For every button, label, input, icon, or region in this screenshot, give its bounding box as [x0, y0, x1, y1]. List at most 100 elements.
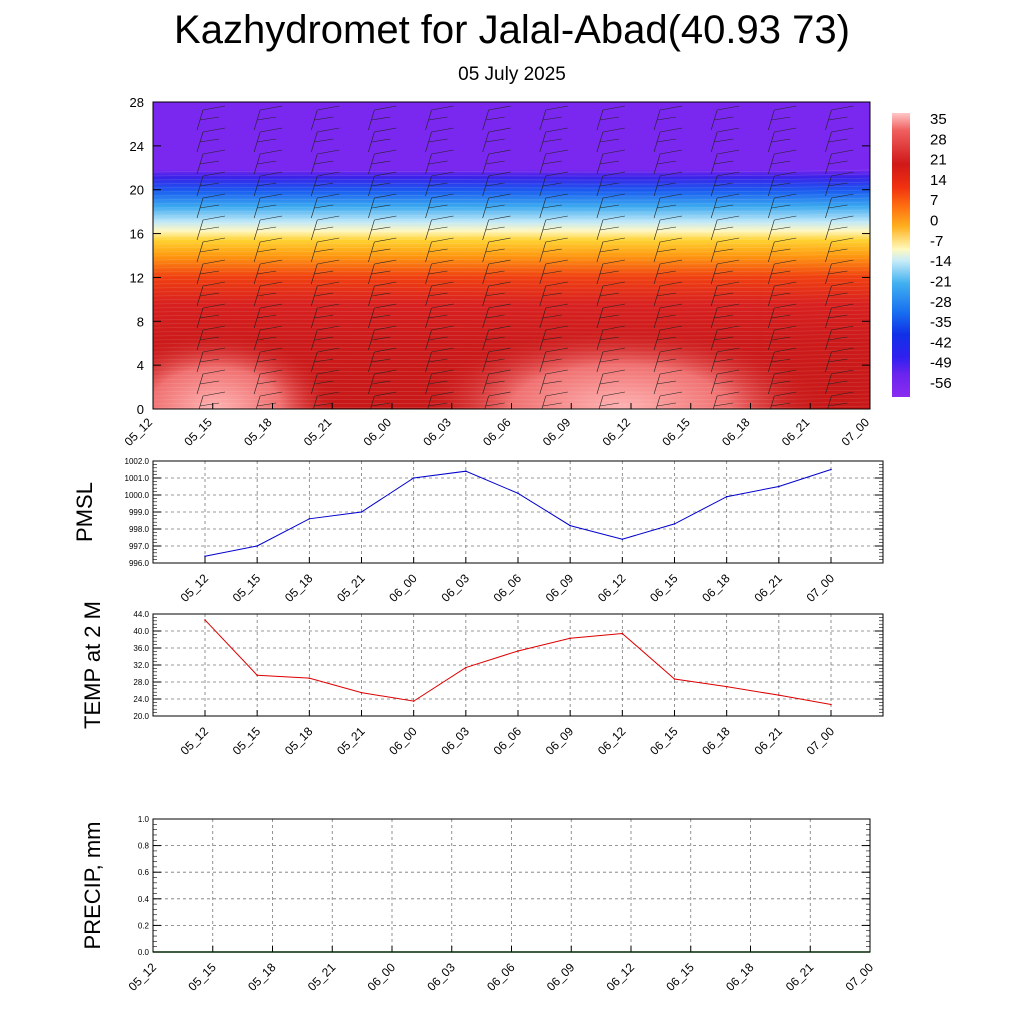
- wind-barb-flag: [828, 138, 848, 143]
- contour-line: [153, 361, 870, 365]
- wind-barb-flag: [831, 325, 854, 331]
- wind-barb-flag: [717, 391, 740, 397]
- wind-barb-flag: [371, 292, 391, 297]
- wind-barb-flag: [199, 336, 220, 341]
- x-tick-label: 06_03: [424, 960, 458, 994]
- wind-barb-flag: [599, 292, 619, 297]
- wind-barb-flag: [199, 380, 220, 385]
- wind-barb-flag: [542, 204, 562, 209]
- wind-barb-flag: [199, 160, 220, 165]
- wind-barb-flag: [599, 358, 619, 363]
- wind-barb-flag: [314, 138, 334, 143]
- contour-line: [153, 389, 870, 393]
- wind-barb-flag: [202, 149, 226, 155]
- x-tick-label: 06_09: [544, 960, 578, 994]
- wind-barb-flag: [260, 171, 283, 177]
- wind-barb-flag: [717, 171, 740, 177]
- data-point: [621, 632, 624, 635]
- wind-barb-flag: [428, 292, 448, 297]
- wind-barb-flag: [202, 215, 226, 221]
- wind-barb-flag: [656, 138, 677, 143]
- wind-barb-flag: [428, 138, 448, 143]
- wind-barb-flag: [257, 270, 277, 275]
- wind-barb-flag: [831, 347, 854, 353]
- panel-frame: [152, 460, 884, 564]
- wind-barb-flag: [199, 248, 220, 253]
- wind-barb-flag: [488, 237, 511, 243]
- y-tick-label: 0.8: [138, 842, 150, 851]
- wind-barb-flag: [428, 380, 448, 385]
- wind-barb-flag: [774, 369, 797, 375]
- wind-barb-flag: [831, 149, 854, 155]
- y-tick-label: 0.0: [138, 948, 150, 957]
- wind-barb-flag: [545, 369, 568, 375]
- x-tick-label: 06_21: [779, 415, 813, 449]
- wind-barb-flag: [717, 215, 740, 221]
- y-axis-label: PMSL: [72, 482, 97, 542]
- wind-barb-flag: [831, 237, 854, 243]
- wind-barb-flag: [831, 259, 854, 265]
- contour-line: [153, 405, 870, 409]
- contour-line: [153, 169, 870, 173]
- colorbar-label: -14: [930, 253, 952, 270]
- wind-barb-flag: [714, 226, 734, 231]
- contour-line: [153, 317, 870, 321]
- wind-barb-flag: [314, 116, 334, 121]
- wind-barb-flag: [428, 270, 448, 275]
- wind-barb-flag: [317, 215, 340, 221]
- data-point: [830, 468, 832, 471]
- wind-barb-flag: [488, 303, 511, 309]
- wind-barb-flag: [771, 336, 791, 341]
- wind-barb-flag: [831, 215, 854, 221]
- wind-barb-flag: [831, 369, 854, 375]
- wind-barb-flag: [717, 369, 740, 375]
- contour-line: [153, 217, 870, 221]
- contour-line: [153, 257, 870, 261]
- wind-barb-flag: [374, 391, 397, 397]
- wind-barb-flag: [431, 171, 454, 177]
- y-tick-label: 12: [130, 270, 144, 285]
- data-point: [308, 518, 311, 520]
- wind-barb-flag: [202, 193, 226, 199]
- wind-barb-flag: [317, 303, 340, 309]
- wind-barb-flag: [599, 314, 619, 319]
- wind-barb-flag: [202, 369, 226, 375]
- wind-barb-flag: [374, 215, 397, 221]
- colorbar-label: 35: [930, 111, 947, 128]
- wind-barb-flag: [260, 193, 283, 199]
- wind-barb-flag: [545, 127, 568, 133]
- wind-barb-flag: [545, 105, 568, 111]
- wind-barb-flag: [659, 369, 683, 375]
- wind-barb-flag: [774, 325, 797, 331]
- wind-barb-flag: [717, 149, 740, 155]
- x-tick-label: 07_00: [843, 960, 877, 994]
- chart-subtitle: 05 July 2025: [458, 64, 566, 85]
- wind-barb-flag: [488, 171, 511, 177]
- wind-barb-flag: [714, 314, 734, 319]
- panel-frame: [152, 613, 884, 717]
- wind-barb-flag: [771, 292, 791, 297]
- contour-line: [153, 253, 870, 257]
- contour-line: [153, 377, 870, 381]
- wind-barb-flag: [602, 105, 625, 111]
- wind-barb-flag: [488, 391, 511, 397]
- wind-barb-flag: [431, 325, 454, 331]
- wind-barb-flag: [374, 105, 397, 111]
- contour-line: [153, 321, 870, 325]
- wind-barb-flag: [374, 369, 397, 375]
- colorbar-label: 21: [930, 152, 947, 169]
- wind-barb-flag: [485, 226, 505, 231]
- wind-barb-flag: [602, 127, 625, 133]
- wind-barb-flag: [659, 325, 683, 331]
- wind-barb-flag: [431, 237, 454, 243]
- x-tick-label: 06_03: [438, 724, 472, 758]
- wind-barb-flag: [771, 380, 791, 385]
- wind-barb-flag: [314, 204, 334, 209]
- colorbar-label: -35: [930, 314, 952, 331]
- wind-barb-flag: [774, 105, 797, 111]
- contour-line: [153, 213, 870, 217]
- wind-barb-flag: [371, 270, 391, 275]
- data-point: [778, 694, 780, 696]
- contour-line: [153, 245, 870, 249]
- wind-barb-flag: [656, 358, 677, 363]
